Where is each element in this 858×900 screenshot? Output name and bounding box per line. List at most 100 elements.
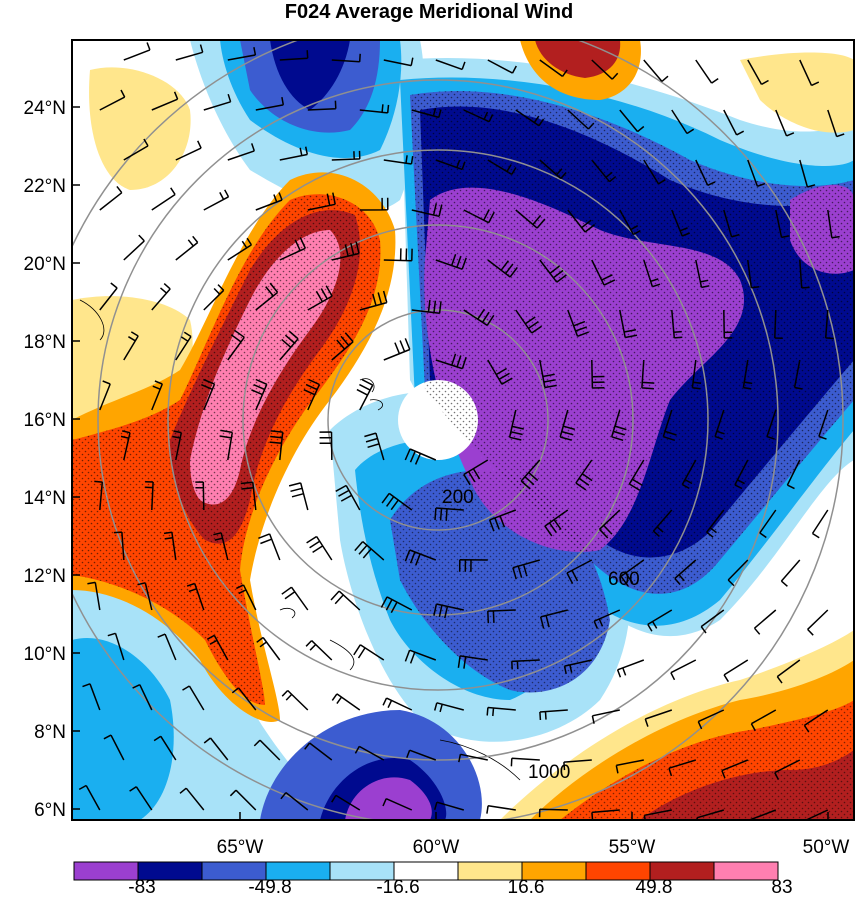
wind-barb: [591, 259, 616, 286]
wind-barb: [231, 687, 257, 711]
wind-barb: [662, 409, 677, 442]
wind-barb: [153, 735, 177, 761]
wind-barb: [433, 603, 464, 619]
wind-barb: [508, 409, 524, 441]
wind-barb: [563, 659, 592, 675]
wind-barb: [487, 359, 513, 385]
wind-barb: [359, 104, 390, 114]
wind-barb: [458, 753, 488, 763]
wind-barb: [799, 259, 810, 289]
wind-barb: [544, 509, 569, 537]
wind-barb: [766, 409, 777, 440]
wind-barb: [539, 709, 568, 721]
wind-barb: [307, 285, 333, 311]
wind-barb: [488, 509, 517, 532]
wind-barb: [747, 59, 769, 86]
wind-barb: [107, 632, 125, 661]
wind-barb: [383, 338, 411, 361]
wind-barb: [331, 794, 361, 811]
wind-barb: [671, 109, 695, 135]
wind-barb: [644, 709, 673, 727]
wind-barb: [670, 659, 697, 681]
wind-barb: [411, 203, 443, 218]
wind-barb: [307, 192, 336, 211]
wind-barb: [279, 146, 309, 161]
wind-barb: [566, 559, 593, 584]
wind-barb: [331, 241, 360, 261]
wind-barb: [619, 309, 638, 339]
wind-barb: [511, 659, 540, 670]
wind-barb: [641, 359, 655, 390]
lat-label: 12°N: [24, 566, 66, 587]
wind-barb: [539, 609, 568, 629]
wind-barb: [671, 309, 683, 339]
lat-label: 6°N: [34, 800, 66, 821]
wind-barb: [175, 331, 192, 361]
lat-label: 8°N: [34, 722, 66, 743]
wind-barb: [99, 185, 123, 211]
colorbar-labels: -83 -49.8 -16.6 16.6 49.8 83: [128, 877, 792, 898]
wind-barb: [227, 329, 245, 361]
wind-barb: [643, 59, 669, 82]
wind-barb: [383, 57, 414, 67]
wind-barb: [306, 535, 333, 561]
wind-barb: [78, 784, 101, 811]
wind-barb: [175, 140, 202, 161]
wind-barbs: [78, 42, 845, 820]
wind-barb: [99, 282, 118, 311]
wind-barb: [818, 409, 829, 440]
wind-barb: [359, 197, 389, 211]
wind-barb: [255, 96, 285, 111]
field-region-cyan-bottomleft: [72, 638, 174, 820]
ring-label-1000: 1000: [528, 762, 570, 783]
wind-barb: [774, 309, 783, 340]
wind-barb: [151, 380, 163, 411]
wind-barb: [652, 509, 673, 537]
wind-barb: [229, 789, 257, 811]
wind-barb: [203, 737, 229, 761]
lat-label: 22°N: [24, 176, 66, 197]
wind-barb: [151, 91, 179, 111]
wind-barb: [457, 655, 488, 669]
stipple-overlay-bottomright: [560, 700, 854, 820]
wind-barb: [382, 798, 413, 811]
wind-barb: [331, 693, 361, 711]
wind-barb: [331, 332, 354, 361]
wind-barb: [380, 596, 413, 614]
wind-barb: [331, 150, 361, 161]
map-title: F024 Average Meridional Wind: [284, 1, 574, 23]
range-rings: [72, 40, 844, 820]
wind-barb: [279, 50, 309, 61]
wind-barb: [151, 187, 176, 211]
wind-barb: [203, 189, 230, 211]
wind-barb: [593, 609, 621, 629]
wind-barb: [137, 582, 153, 611]
colorbar-label: 16.6: [508, 877, 545, 898]
wind-barb: [411, 108, 442, 119]
wind-barb: [253, 739, 281, 761]
wind-barb: [144, 480, 154, 511]
wind-barb: [714, 409, 725, 440]
wind-barb: [520, 459, 541, 490]
lon-label: 60°W: [413, 837, 460, 858]
lon-label: 55°W: [609, 837, 656, 858]
wind-barb: [647, 609, 673, 632]
wind-barb: [256, 636, 281, 661]
wind-barb: [512, 559, 541, 580]
wind-barb: [700, 609, 725, 634]
wind-barb: [129, 786, 153, 811]
wind-barb: [747, 259, 760, 289]
wind-barb: [123, 331, 139, 361]
wind-barb: [463, 209, 495, 224]
wind-barb: [353, 644, 385, 661]
wind-barb: [186, 582, 205, 611]
wind-barb: [123, 42, 151, 61]
wind-barb: [175, 44, 204, 61]
wind-barb: [567, 209, 596, 233]
wind-barb: [404, 649, 437, 664]
wind-barb: [598, 509, 621, 539]
wind-barb: [793, 359, 803, 390]
wind-barb: [563, 759, 592, 771]
colorbar-label: -49.8: [248, 877, 291, 898]
